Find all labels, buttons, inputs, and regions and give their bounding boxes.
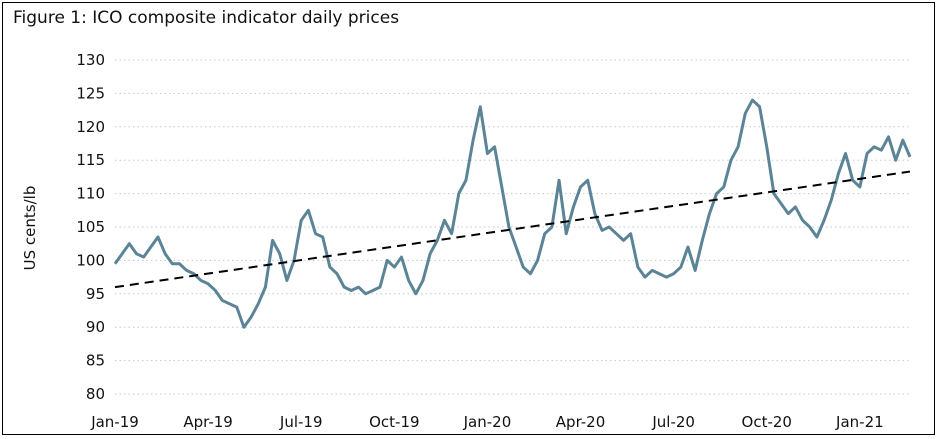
- x-tick-label: Jul-20: [651, 413, 695, 431]
- y-tick-label: 120: [76, 118, 105, 136]
- x-tick-label: Jul-19: [279, 413, 323, 431]
- x-tick-label: Oct-20: [742, 413, 792, 431]
- y-tick-label: 105: [76, 218, 105, 236]
- x-tick-label: Apr-19: [183, 413, 233, 431]
- y-tick-label: 100: [76, 251, 105, 269]
- chart: Figure 1: ICO composite indicator daily …: [13, 8, 912, 431]
- y-tick-label: 95: [86, 285, 105, 303]
- x-tick-label: Oct-19: [369, 413, 419, 431]
- x-tick-label: Apr-20: [556, 413, 606, 431]
- y-tick-label: 130: [76, 51, 105, 69]
- y-tick-label: 85: [86, 352, 105, 370]
- chart-title: Figure 1: ICO composite indicator daily …: [13, 8, 399, 28]
- y-tick-label: 110: [76, 185, 105, 203]
- y-tick-label: 80: [86, 385, 105, 403]
- x-tick-label: Jan-21: [835, 413, 884, 431]
- price-line: [113, 98, 912, 329]
- y-axis-label: US cents/lb: [21, 186, 39, 271]
- y-tick-label: 90: [86, 318, 105, 336]
- y-tick-label: 115: [76, 151, 105, 169]
- x-tick-label: Jan-19: [90, 413, 139, 431]
- trend-line: [114, 170, 911, 289]
- x-tick-label: Jan-20: [463, 413, 512, 431]
- y-tick-label: 125: [76, 84, 105, 102]
